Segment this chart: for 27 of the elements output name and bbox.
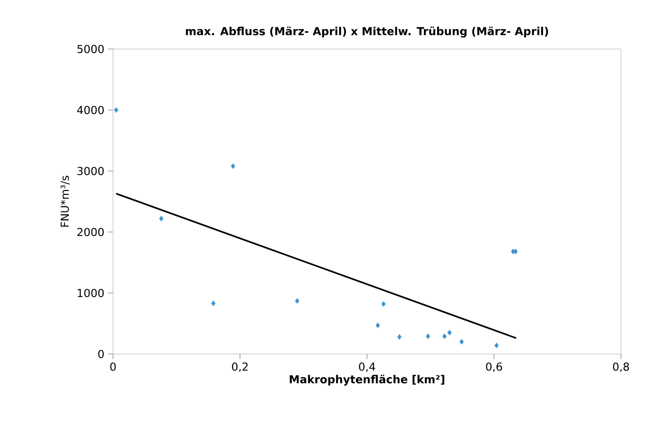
x-tick-label: 0,6 (486, 362, 502, 372)
point (230, 163, 236, 169)
point (397, 334, 402, 340)
y-tick-label: 5000 (77, 44, 104, 54)
point (381, 301, 386, 307)
x-axis-title: Makrophytenfläche [km²] (290, 374, 444, 386)
y-tick-label: 4000 (77, 106, 104, 114)
point (426, 334, 430, 340)
y-tick-label: 3000 (77, 166, 104, 176)
point (447, 330, 452, 336)
chart-title: max. Abfluss (März- April) x Mittelw. Trübung (März- April) (186, 26, 548, 38)
point (459, 339, 464, 345)
y-axis-title: FNU*m³/s (60, 176, 70, 227)
point (159, 216, 164, 222)
x-tick-label: 0 (110, 362, 116, 371)
point (211, 300, 216, 306)
x-tick-label: 0,8 (613, 362, 629, 372)
x-tick-label: 0,2 (232, 362, 248, 372)
point (442, 334, 447, 340)
x-tick-label: 0,4 (359, 362, 376, 372)
y-tick-label: 2000 (77, 228, 104, 236)
point (494, 342, 499, 348)
point (114, 107, 118, 113)
point (376, 322, 380, 328)
point (295, 298, 300, 304)
y-tick-label: 1000 (78, 288, 104, 298)
y-tick-label: 0 (98, 350, 104, 358)
